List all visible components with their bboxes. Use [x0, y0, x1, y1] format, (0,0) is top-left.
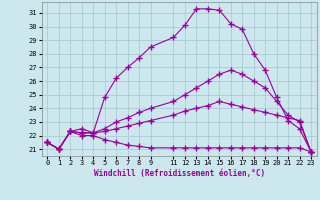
- X-axis label: Windchill (Refroidissement éolien,°C): Windchill (Refroidissement éolien,°C): [94, 169, 265, 178]
